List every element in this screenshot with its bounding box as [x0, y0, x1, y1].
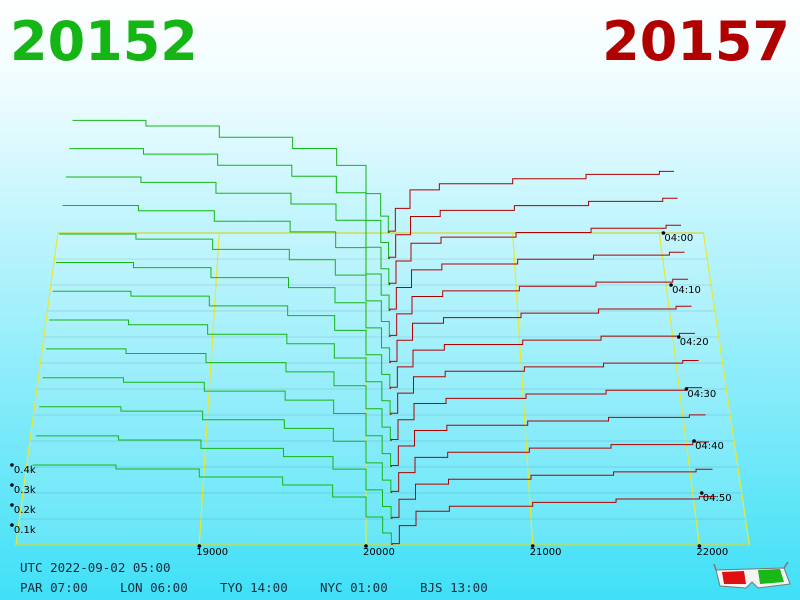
price-tick-label: 22000 [696, 547, 728, 558]
bid-depth-line [42, 377, 392, 467]
time-tick-label: 04:40 [695, 441, 724, 452]
ask-depth-line [391, 496, 717, 545]
floor-outline [15, 232, 751, 546]
bid-depth-line [59, 233, 390, 337]
3d-glasses-toggle[interactable] [713, 561, 791, 589]
price-tick-label: 19000 [196, 547, 228, 558]
price-tick [197, 544, 202, 548]
time-tick [692, 439, 696, 443]
ask-depth-line [390, 332, 696, 389]
depth-tick-label: 0.4k [14, 465, 36, 476]
price-tick [364, 544, 368, 548]
bid-depth-line [62, 204, 390, 311]
time-tick [669, 283, 673, 287]
bid-depth-line [69, 148, 390, 259]
depth-tick [10, 463, 14, 467]
axis-labels: 19000 20000 21000 22000 04:00 04:10 04:20 04:30… [10, 231, 732, 558]
price-tick-label: 20000 [363, 547, 395, 558]
time-tick [661, 231, 666, 235]
time-tick-label: 04:50 [703, 493, 732, 504]
bid-depth-line [55, 262, 391, 363]
ask-depth-line [390, 414, 706, 467]
ask-depth-line [389, 278, 689, 337]
time-tick-label: 04:00 [664, 233, 693, 244]
bid-depth-line [72, 119, 389, 233]
depth-tick [10, 503, 14, 507]
city-time: NYC 01:00 [320, 580, 388, 595]
bid-depth-line [35, 435, 392, 519]
depth-tick [10, 483, 14, 487]
ask-depth-line [389, 224, 682, 285]
time-tick-label: 04:20 [680, 337, 709, 348]
bid-depth-line [32, 464, 392, 545]
bid-depth-line [52, 290, 391, 389]
depth-rows [15, 119, 750, 546]
bid-depth-line [45, 348, 391, 441]
bid-depth-line [49, 319, 391, 415]
depth-tick-label: 0.1k [14, 525, 36, 536]
price-grid-line [198, 232, 220, 546]
depth-tick-label: 0.3k [14, 485, 36, 496]
ask-depth-line [388, 170, 675, 233]
city-time: TYO 14:00 [220, 580, 288, 595]
ask-depth-line [390, 359, 699, 415]
utc-time: UTC 2022-09-02 05:00 [20, 560, 171, 575]
depth-tick [10, 523, 14, 527]
price-grid-line [658, 232, 700, 546]
ask-depth-line [391, 468, 713, 519]
ask-depth-line [389, 251, 685, 311]
time-tick [699, 491, 704, 495]
city-time: LON 06:00 [120, 580, 188, 595]
time-tick [684, 387, 689, 391]
ask-depth-line [391, 441, 710, 493]
floor [15, 232, 751, 546]
ask-price: 20157 [602, 10, 790, 73]
city-time: PAR 07:00 [20, 580, 88, 595]
time-tick [676, 335, 681, 339]
ask-depth-line [388, 197, 678, 259]
price-tick [697, 544, 702, 548]
depth-tick-label: 0.2k [14, 505, 36, 516]
time-tick-label: 04:30 [687, 389, 716, 400]
time-tick-label: 04:10 [672, 285, 701, 296]
bid-depth-line [65, 176, 390, 285]
price-tick [530, 544, 535, 548]
price-tick-label: 21000 [530, 547, 562, 558]
ask-depth-line [389, 305, 692, 363]
ask-depth-line [390, 387, 703, 441]
city-time: BJS 13:00 [420, 580, 488, 595]
price-grid-line [512, 232, 534, 546]
bid-price: 20152 [10, 10, 198, 73]
bid-depth-line [39, 406, 392, 493]
